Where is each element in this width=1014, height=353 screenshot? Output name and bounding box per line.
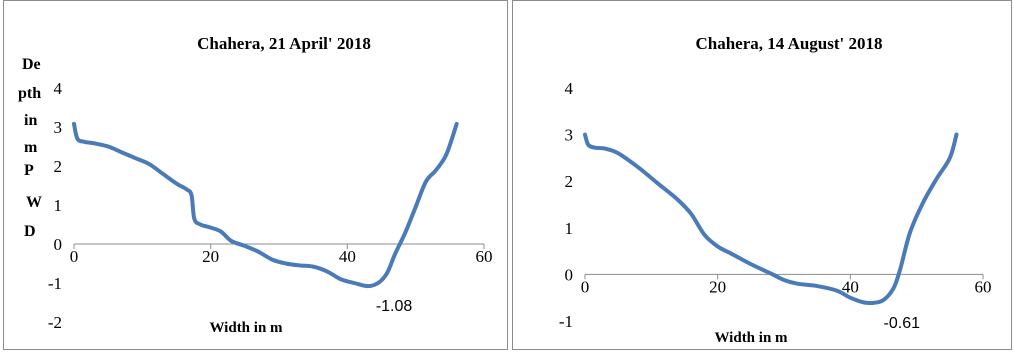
x-axis-title: Width in m (714, 330, 788, 346)
y-tick-label: 3 (565, 126, 574, 145)
x-tick-label: 60 (476, 247, 493, 266)
y-tick-label: 4 (565, 79, 574, 98)
x-tick-label: 40 (842, 277, 859, 296)
chart-panel-august: Chahera, 14 August' 2018 0 20 40 60 -1 0 1 2 3 4 Wi… (512, 0, 1012, 350)
y-axis-title-line: De (22, 56, 41, 73)
y-tick-label: 0 (565, 265, 574, 284)
y-tick-label: 3 (54, 118, 63, 137)
y-tick-label: 1 (565, 219, 574, 238)
chart-august-svg: Chahera, 14 August' 2018 0 20 40 60 -1 0 1 2 3 4 Wi… (559, 34, 992, 346)
chart-panel-april: Chahera, 21 April' 2018 0 20 40 60 -2 -1 0 1 2 3 4 D… (3, 0, 508, 350)
x-tick-label: 60 (975, 277, 992, 296)
y-tick-label: 4 (54, 79, 63, 98)
y-axis-title-line: in (24, 112, 37, 129)
y-tick-label: 2 (54, 157, 63, 176)
x-tick-label: 0 (70, 247, 79, 266)
x-tick-label: 20 (709, 277, 726, 296)
x-tick-label: 0 (581, 277, 590, 296)
y-axis-title-line: P (24, 162, 34, 179)
y-axis-title-line: W (26, 194, 42, 211)
chart-title: Chahera, 14 August' 2018 (695, 34, 882, 53)
y-tick-label: 2 (565, 172, 574, 191)
series-line (72, 121, 459, 289)
data-label: -1.08 (376, 298, 413, 315)
x-tick-label: 20 (202, 247, 219, 266)
y-axis-title-line: m (24, 139, 38, 156)
y-axis-title-line: D (24, 223, 36, 240)
y-tick-label: -1 (559, 312, 573, 331)
x-tick-label: 40 (339, 247, 356, 266)
x-axis-title: Width in m (209, 320, 283, 336)
y-tick-label: -2 (48, 313, 62, 332)
y-tick-label: 1 (54, 196, 63, 215)
data-label: -0.61 (884, 315, 921, 332)
series-line (583, 132, 959, 306)
y-tick-label: 0 (54, 235, 63, 254)
y-axis-title-line: pth (18, 85, 41, 102)
y-tick-label: -1 (48, 274, 62, 293)
chart-title: Chahera, 21 April' 2018 (197, 34, 371, 53)
